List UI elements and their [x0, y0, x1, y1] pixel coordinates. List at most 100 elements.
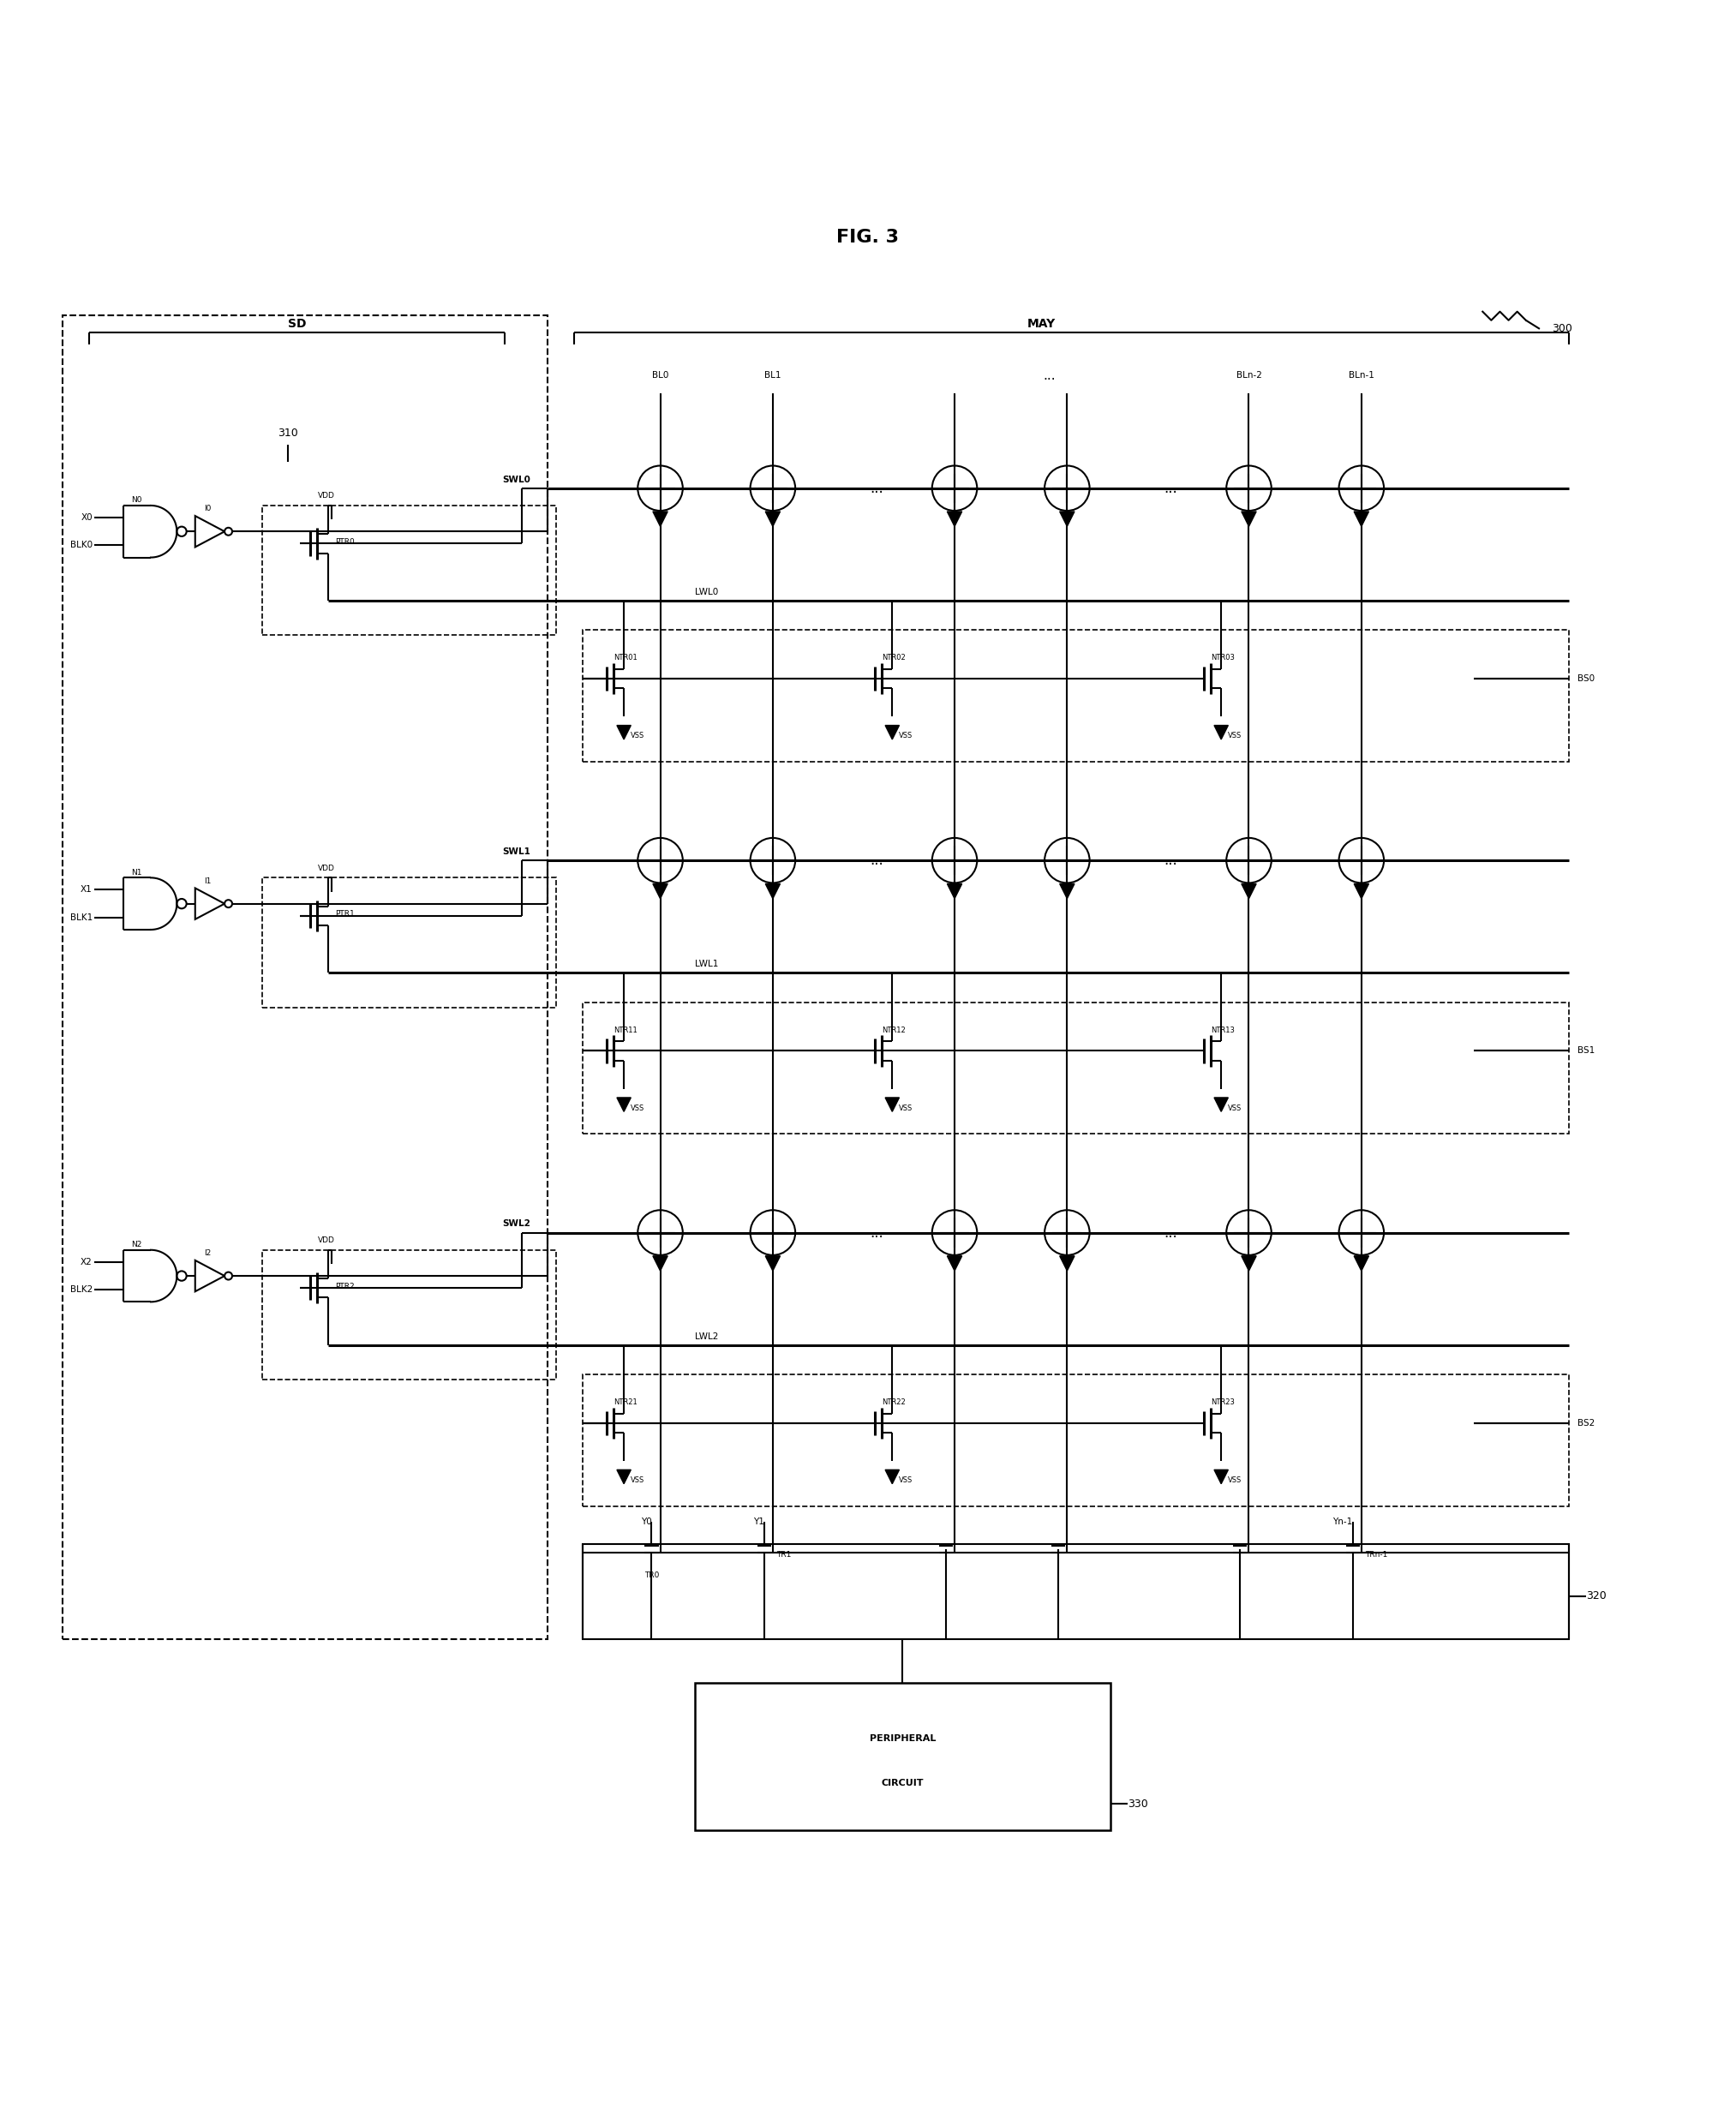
Text: MAY: MAY — [1028, 318, 1055, 331]
Text: VSS: VSS — [630, 731, 644, 740]
Polygon shape — [1241, 884, 1257, 898]
Text: 330: 330 — [1128, 1799, 1147, 1810]
Bar — [262, 506, 556, 636]
Text: PTR0: PTR0 — [335, 538, 354, 547]
Polygon shape — [766, 884, 779, 898]
Bar — [582, 1375, 1569, 1507]
Text: BLK0: BLK0 — [69, 540, 92, 549]
Text: TRn-1: TRn-1 — [1364, 1551, 1387, 1557]
Text: N0: N0 — [132, 496, 142, 504]
Text: BL0: BL0 — [653, 371, 668, 379]
Polygon shape — [653, 1257, 668, 1271]
Text: LWL2: LWL2 — [694, 1333, 719, 1341]
Text: PERIPHERAL: PERIPHERAL — [870, 1733, 936, 1744]
Text: BLK2: BLK2 — [69, 1286, 92, 1295]
Text: NTR22: NTR22 — [882, 1399, 906, 1407]
Polygon shape — [885, 1471, 899, 1483]
Text: ...: ... — [1165, 852, 1177, 869]
Polygon shape — [653, 884, 668, 898]
Polygon shape — [1354, 884, 1368, 898]
Polygon shape — [766, 511, 779, 526]
Polygon shape — [616, 725, 630, 740]
Bar — [694, 1682, 1111, 1831]
Polygon shape — [1354, 1257, 1368, 1271]
Text: ...: ... — [870, 852, 884, 869]
Text: X1: X1 — [80, 886, 92, 894]
Polygon shape — [948, 884, 962, 898]
Text: BLK1: BLK1 — [69, 913, 92, 922]
Text: NTR01: NTR01 — [613, 655, 637, 661]
Text: BLn-2: BLn-2 — [1236, 371, 1262, 379]
Text: VSS: VSS — [899, 731, 913, 740]
Text: TR0: TR0 — [644, 1572, 660, 1579]
Text: NTR03: NTR03 — [1210, 655, 1234, 661]
Text: VSS: VSS — [1227, 1104, 1241, 1112]
Text: NTR13: NTR13 — [1210, 1026, 1234, 1034]
Text: BLn-1: BLn-1 — [1349, 371, 1375, 379]
Text: SD: SD — [288, 318, 306, 331]
Text: NTR02: NTR02 — [882, 655, 906, 661]
Text: I1: I1 — [203, 877, 210, 886]
Bar — [62, 316, 549, 1640]
Text: ...: ... — [1043, 369, 1055, 381]
Polygon shape — [948, 511, 962, 526]
Text: X2: X2 — [80, 1259, 92, 1267]
Text: 300: 300 — [1552, 324, 1573, 335]
Text: CIRCUIT: CIRCUIT — [882, 1778, 924, 1786]
Text: NTR11: NTR11 — [613, 1026, 637, 1034]
Text: ...: ... — [870, 481, 884, 496]
Text: VSS: VSS — [630, 1104, 644, 1112]
Polygon shape — [616, 1471, 630, 1483]
Text: TR1: TR1 — [776, 1551, 792, 1557]
Polygon shape — [1213, 1471, 1227, 1483]
Text: Yn-1: Yn-1 — [1333, 1517, 1352, 1526]
Text: VDD: VDD — [318, 1237, 335, 1244]
Polygon shape — [1059, 1257, 1075, 1271]
Text: 320: 320 — [1587, 1591, 1608, 1602]
Text: NTR12: NTR12 — [882, 1026, 906, 1034]
Text: N1: N1 — [132, 869, 142, 877]
Text: VSS: VSS — [899, 1104, 913, 1112]
Polygon shape — [766, 1257, 779, 1271]
Text: N2: N2 — [132, 1242, 142, 1248]
Text: BL1: BL1 — [764, 371, 781, 379]
Text: SWL0: SWL0 — [502, 475, 531, 483]
Polygon shape — [1241, 1257, 1257, 1271]
Text: Y0: Y0 — [641, 1517, 651, 1526]
Text: BS0: BS0 — [1578, 674, 1595, 682]
Text: 310: 310 — [278, 428, 299, 439]
Polygon shape — [885, 1098, 899, 1112]
Text: BS2: BS2 — [1578, 1420, 1595, 1428]
Text: SWL1: SWL1 — [502, 848, 531, 856]
Bar — [262, 1250, 556, 1379]
Text: VSS: VSS — [1227, 1477, 1241, 1483]
Text: FIG. 3: FIG. 3 — [837, 229, 899, 246]
Text: PTR2: PTR2 — [335, 1282, 354, 1290]
Text: X0: X0 — [82, 513, 92, 521]
Text: ...: ... — [1165, 481, 1177, 496]
Text: VSS: VSS — [899, 1477, 913, 1483]
Text: I2: I2 — [203, 1250, 210, 1257]
Text: NTR23: NTR23 — [1210, 1399, 1234, 1407]
Polygon shape — [1213, 725, 1227, 740]
Text: VSS: VSS — [1227, 731, 1241, 740]
Text: VDD: VDD — [318, 492, 335, 500]
Polygon shape — [1241, 511, 1257, 526]
Polygon shape — [1354, 511, 1368, 526]
Polygon shape — [1059, 884, 1075, 898]
Text: BS1: BS1 — [1578, 1047, 1595, 1055]
Text: I0: I0 — [203, 504, 210, 513]
Text: ...: ... — [1069, 1543, 1082, 1555]
Polygon shape — [948, 1257, 962, 1271]
Text: SWL2: SWL2 — [502, 1221, 531, 1229]
Polygon shape — [1213, 1098, 1227, 1112]
Text: Y1: Y1 — [753, 1517, 764, 1526]
Text: ...: ... — [870, 1225, 884, 1240]
Bar — [262, 877, 556, 1007]
Text: LWL1: LWL1 — [694, 960, 719, 968]
Text: PTR1: PTR1 — [335, 911, 354, 918]
Text: VSS: VSS — [630, 1477, 644, 1483]
Polygon shape — [616, 1098, 630, 1112]
Text: LWL0: LWL0 — [694, 587, 719, 595]
Text: VDD: VDD — [318, 865, 335, 873]
